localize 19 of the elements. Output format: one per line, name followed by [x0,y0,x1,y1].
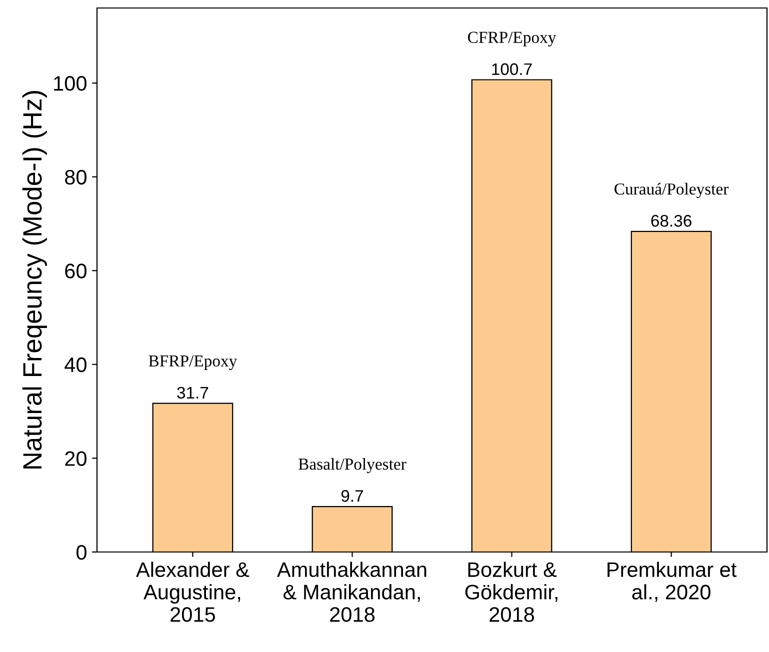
y-axis-title: Natural Freqeuncy (Mode-I) (Hz) [22,90,47,468]
x-tick-label: Amuthakkannan & Manikandan, 2018 [277,562,426,622]
annotation: Curauá/Poleyster [614,182,729,198]
y-tick-label: 20 [65,451,86,466]
annotation: BFRP/Epoxy [148,355,238,370]
y-tick-label: 0 [76,545,86,560]
annotation: CFRP/Epoxy [468,32,556,46]
data-label: 9.7 [341,490,363,502]
y-tick-label: 40 [64,357,86,372]
x-tick-label: Bozkurt & Gökdemir, 2018 [465,562,558,622]
x-tick-label: Premkumar et al., 2020 [608,562,737,602]
y-tick-label: 80 [65,170,86,185]
y-tick-label: 60 [65,264,86,278]
annotation: Basalt/Polyester [298,458,406,474]
data-label: 100.7 [492,63,532,76]
y-tick-label: 100 [54,76,86,91]
data-label: 68.36 [651,214,692,227]
data-label: 31.7 [177,386,208,399]
x-tick-label: Alexander & Augustine, 2015 [136,562,250,622]
